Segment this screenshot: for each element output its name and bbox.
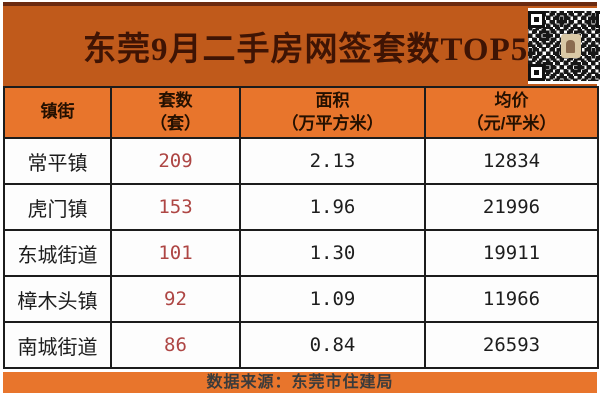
table-row: 常平镇 209 2.13 12834	[3, 137, 599, 185]
area-cell: 2.13	[239, 137, 426, 185]
units-cell: 101	[110, 229, 241, 277]
units-cell: 86	[110, 321, 241, 369]
column-sublabel: （万平方米）	[281, 113, 384, 133]
table-header-row: 镇街 套数 （套） 面积 （万平方米） 均价 （元/平米）	[3, 86, 599, 139]
column-label: 均价	[494, 91, 529, 111]
area-cell: 0.84	[239, 321, 426, 369]
column-label: 套数	[158, 91, 193, 111]
table-row: 虎门镇 153 1.96 21996	[3, 183, 599, 231]
table-row: 东城街道 101 1.30 19911	[3, 229, 599, 277]
price-cell: 26593	[424, 321, 599, 369]
column-label: 镇街	[40, 102, 75, 122]
column-sublabel: （套）	[150, 113, 201, 133]
town-cell: 东城街道	[3, 229, 112, 277]
column-header-town: 镇街	[3, 86, 112, 139]
price-cell: 12834	[424, 137, 599, 185]
price-cell: 11966	[424, 275, 599, 323]
qr-finder-icon	[528, 11, 546, 28]
column-header-units: 套数 （套）	[110, 86, 241, 139]
qr-pattern-icon	[528, 11, 600, 81]
column-header-area: 面积 （万平方米）	[239, 86, 426, 139]
price-cell: 19911	[424, 229, 599, 277]
area-cell: 1.96	[239, 183, 426, 231]
qr-finder-icon	[596, 11, 600, 28]
units-cell: 92	[110, 275, 241, 323]
town-cell: 南城街道	[3, 321, 112, 369]
title-banner: 东莞9月二手房网签套数TOP5	[3, 2, 600, 86]
units-cell: 209	[110, 137, 241, 185]
units-cell: 153	[110, 183, 241, 231]
town-cell: 常平镇	[3, 137, 112, 185]
area-cell: 1.30	[239, 229, 426, 277]
column-sublabel: （元/平米）	[466, 113, 557, 133]
town-cell: 虎门镇	[3, 183, 112, 231]
qr-finder-icon	[528, 64, 546, 81]
listings-table: 镇街 套数 （套） 面积 （万平方米） 均价 （元/平米） 常平镇 209	[3, 86, 599, 369]
town-cell: 樟木头镇	[3, 275, 112, 323]
data-source-bar: 数据来源：东莞市住建局	[3, 372, 597, 393]
price-cell: 21996	[424, 183, 599, 231]
area-cell: 1.09	[239, 275, 426, 323]
page-title: 东莞9月二手房网签套数TOP5	[83, 32, 529, 68]
table-row: 樟木头镇 92 1.09 11966	[3, 275, 599, 323]
qr-center-logo-icon	[560, 34, 581, 58]
column-label: 面积	[315, 91, 350, 111]
qr-code	[528, 8, 600, 84]
table-row: 南城街道 86 0.84 26593	[3, 321, 599, 369]
column-header-price: 均价 （元/平米）	[424, 86, 599, 139]
